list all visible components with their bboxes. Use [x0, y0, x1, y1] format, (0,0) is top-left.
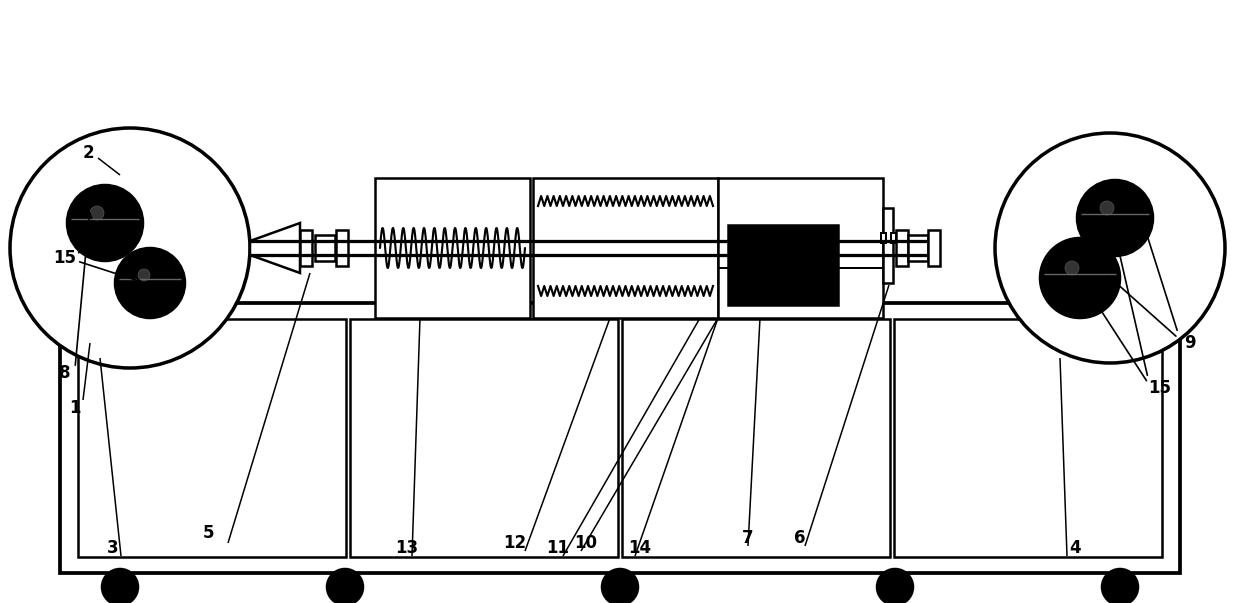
- Bar: [336, 230, 348, 266]
- Circle shape: [91, 206, 104, 220]
- Bar: [103, 303, 157, 368]
- Text: 10: 10: [574, 534, 598, 552]
- Circle shape: [138, 269, 150, 281]
- Bar: [78, 319, 346, 557]
- Bar: [374, 178, 529, 318]
- Text: 12: 12: [503, 534, 527, 552]
- Text: 14: 14: [629, 539, 651, 557]
- Circle shape: [102, 569, 138, 603]
- Text: 6: 6: [795, 529, 806, 547]
- Circle shape: [1102, 569, 1138, 603]
- Circle shape: [67, 185, 143, 261]
- Text: 7: 7: [743, 529, 754, 547]
- Text: 11: 11: [547, 539, 569, 557]
- Circle shape: [115, 248, 185, 318]
- Polygon shape: [250, 223, 300, 273]
- Bar: [622, 319, 890, 557]
- Bar: [892, 233, 897, 243]
- Text: 15: 15: [53, 249, 77, 267]
- Bar: [60, 303, 1180, 573]
- Circle shape: [1078, 180, 1153, 256]
- Bar: [894, 319, 1162, 557]
- Bar: [1083, 303, 1138, 363]
- Bar: [928, 230, 940, 266]
- Text: 8: 8: [60, 364, 71, 382]
- Bar: [728, 225, 838, 305]
- Circle shape: [1065, 261, 1079, 275]
- Circle shape: [10, 128, 250, 368]
- Bar: [718, 178, 883, 318]
- Circle shape: [327, 569, 363, 603]
- Bar: [300, 230, 312, 266]
- Bar: [533, 178, 718, 318]
- Bar: [350, 319, 618, 557]
- Circle shape: [877, 569, 913, 603]
- Bar: [897, 230, 908, 266]
- Text: 3: 3: [107, 539, 119, 557]
- Circle shape: [994, 133, 1225, 363]
- Text: 15: 15: [1148, 379, 1172, 397]
- Text: 13: 13: [396, 539, 419, 557]
- Text: 1: 1: [69, 399, 81, 417]
- Bar: [908, 235, 928, 261]
- Circle shape: [601, 569, 639, 603]
- Bar: [315, 235, 335, 261]
- Text: 9: 9: [1184, 334, 1195, 352]
- Text: 5: 5: [202, 524, 213, 542]
- Text: 2: 2: [82, 144, 94, 162]
- Circle shape: [1100, 201, 1114, 215]
- Bar: [880, 233, 887, 243]
- Bar: [883, 208, 893, 283]
- Circle shape: [1040, 238, 1120, 318]
- Text: 4: 4: [1069, 539, 1081, 557]
